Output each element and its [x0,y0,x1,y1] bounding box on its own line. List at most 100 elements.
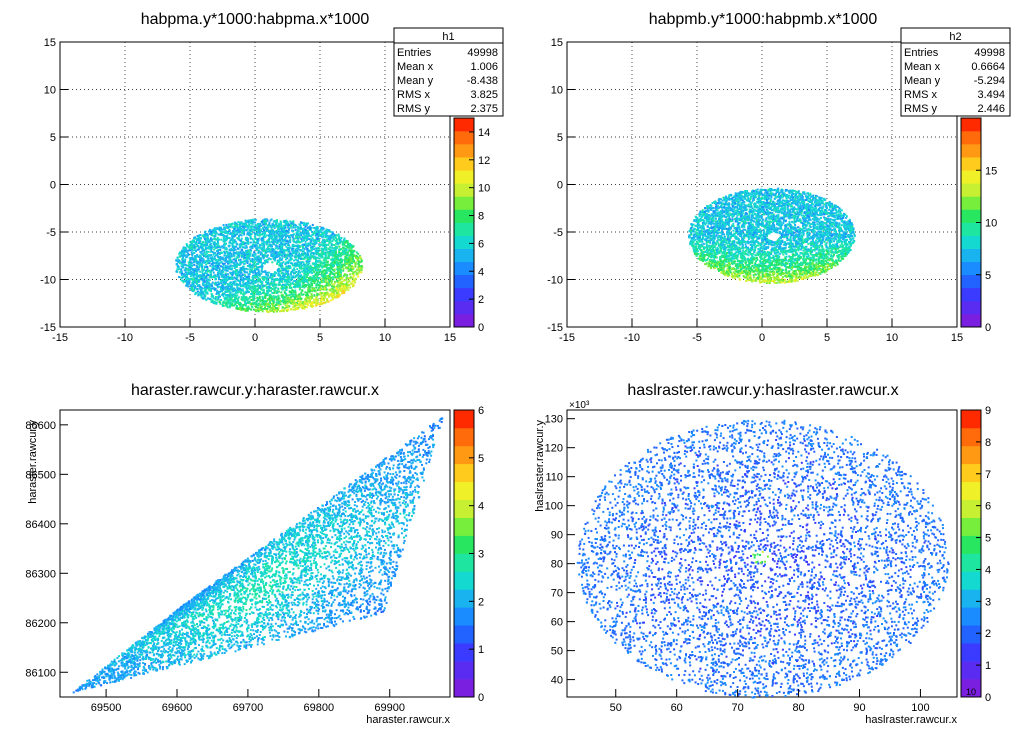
data-point [243,262,246,265]
data-point [352,268,355,270]
data-point [219,248,222,251]
data-point [293,279,296,282]
data-point [296,241,299,244]
data-point [334,276,337,279]
data-point [261,236,264,239]
data-point [341,251,344,254]
data-point [273,309,276,312]
data-point [211,281,214,284]
data-point [231,222,234,225]
data-point [236,237,239,240]
data-point [234,288,237,291]
data-point [226,254,229,257]
data-point [250,285,253,288]
data-point [327,284,330,287]
data-point [258,274,261,277]
data-point [269,225,272,228]
data-point [324,231,327,234]
data-point [192,284,195,287]
data-point [298,281,301,284]
data-point [288,278,291,281]
data-point [227,273,230,276]
data-point [332,290,335,293]
data-point [360,265,363,268]
data-point [318,257,321,260]
data-point [233,248,236,251]
data-point [179,251,182,254]
data-point [259,300,262,303]
data-point [292,303,295,306]
data-point [306,253,309,256]
data-point [292,283,295,286]
data-point [277,223,280,226]
data-point [287,306,290,309]
data-point [245,253,248,255]
data-point [314,300,317,303]
data-point [253,255,256,258]
data-point [325,239,328,242]
data-point [340,271,342,274]
data-point [326,298,329,301]
data-point [347,270,350,272]
data-point [235,251,238,254]
data-point [269,258,272,261]
data-point [241,266,244,269]
data-point [242,257,245,260]
data-point [221,304,224,307]
data-point [226,303,229,306]
data-point [179,262,182,264]
data-point [326,267,329,270]
data-point [283,272,286,275]
data-point [227,237,230,239]
data-point [233,231,236,234]
data-point [212,253,215,256]
data-point [230,283,233,286]
data-point [266,311,269,314]
data-point [275,244,277,247]
data-point [285,293,288,295]
data-point [311,231,314,233]
data-point [231,302,234,305]
data-point [242,290,245,293]
data-point [262,262,265,264]
data-point [321,292,323,295]
data-point [249,260,252,263]
data-point [324,248,327,251]
data-point [325,291,328,294]
data-point [345,267,348,270]
data-point [215,242,218,245]
data-point [215,246,218,249]
data-point [228,245,231,248]
data-point [265,309,268,312]
data-point [267,277,270,280]
data-point [249,233,251,236]
data-point [287,272,290,275]
data-point [300,266,303,268]
data-point [201,261,204,264]
data-point [270,232,273,235]
data-point [196,290,199,293]
data-point [239,275,242,277]
data-point [301,276,304,278]
data-point [256,293,258,296]
data-point [337,233,340,236]
data-point [339,257,342,260]
data-point [308,235,311,237]
data-point [203,260,206,263]
data-point [265,276,268,279]
data-point [265,303,268,306]
data-point [214,298,217,301]
data-point [309,275,312,278]
data-point [281,272,284,274]
data-point [216,236,219,239]
data-point [228,297,231,300]
data-point [240,225,243,228]
data-point [327,252,330,255]
data-point [225,303,227,306]
data-point [245,244,248,247]
data-point [220,272,223,275]
data-point [257,257,260,260]
data-point [324,270,327,273]
data-point [201,267,204,270]
